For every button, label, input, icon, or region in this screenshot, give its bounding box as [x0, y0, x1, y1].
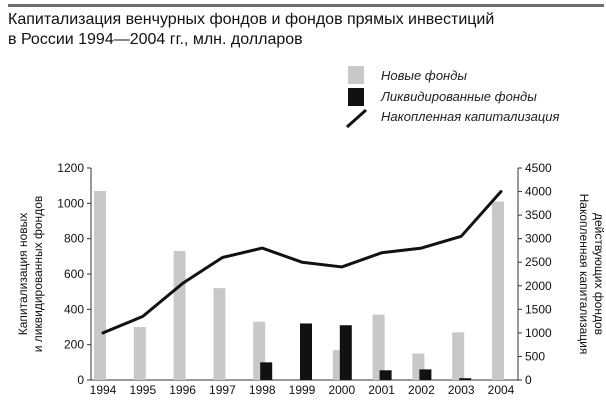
legend-swatch-liquidated-funds — [348, 88, 364, 106]
right-axis-tick-label: 1500 — [525, 302, 552, 316]
x-axis-tick-label: 2002 — [408, 383, 435, 397]
bar-liquidated-funds — [260, 362, 273, 380]
right-axis-tick-label: 500 — [525, 349, 545, 363]
x-axis-tick-label: 1999 — [289, 383, 316, 397]
right-axis-tick-label: 4500 — [525, 161, 552, 175]
bar-new-funds — [492, 201, 504, 380]
x-axis-tick-label: 1997 — [209, 383, 236, 397]
x-axis-tick-label: 1994 — [90, 383, 117, 397]
series-accumulated — [101, 190, 503, 335]
series-liquidated-funds — [260, 323, 472, 380]
legend-label-new-funds: Новые фонды — [381, 68, 467, 83]
bar-new-funds — [372, 314, 385, 380]
x-axis-tick-label: 2000 — [328, 383, 355, 397]
left-axis-tick-label: 600 — [64, 267, 84, 281]
x-axis-tick-label: 1998 — [249, 383, 276, 397]
left-axis-tick-label: 400 — [64, 302, 84, 316]
left-axis-tick-label: 200 — [64, 338, 84, 352]
right-axis-tick-label: 2000 — [525, 279, 552, 293]
legend: Новые фонды Ликвидированные фонды Накопл… — [345, 66, 560, 129]
legend-label-accumulated: Накопленная капитализация — [381, 109, 560, 124]
y-axis-right-label-line-2: действующих фондов — [592, 213, 606, 335]
legend-swatch-accumulated-line — [345, 108, 367, 129]
x-axis-tick-label: 2003 — [448, 383, 475, 397]
bar-new-funds — [452, 332, 465, 380]
y-axis-left-label-line-2: и ликвидированных фондов — [31, 196, 45, 352]
left-axis-tick-label: 1000 — [57, 196, 84, 210]
x-axis-tick-label: 1995 — [129, 383, 156, 397]
right-axis-tick-label: 3000 — [525, 232, 552, 246]
chart-title-line-2: в России 1994—2004 гг., млн. долларов — [8, 31, 303, 48]
right-axis-tick-label: 3500 — [525, 208, 552, 222]
x-axis-tick-label: 1996 — [169, 383, 196, 397]
bar-liquidated-funds — [459, 378, 472, 380]
left-axis-tick-label: 800 — [64, 232, 84, 246]
bar-new-funds — [173, 251, 186, 380]
left-axis-tick-label: 1200 — [57, 161, 84, 175]
legend-label-liquidated-funds: Ликвидированные фонды — [380, 89, 537, 104]
bar-new-funds — [133, 327, 146, 380]
chart-title: Капитализация венчурных фондов и фондов … — [8, 10, 494, 50]
chart-title-line-1: Капитализация венчурных фондов и фондов … — [8, 11, 495, 28]
left-axis-tick-label: 0 — [77, 373, 84, 387]
x-axis-ticks: 1994 1995 1996 1997 1998 1999 2000 2001 2002 2003… — [90, 383, 515, 397]
x-axis-tick-label: 2001 — [368, 383, 395, 397]
bar-liquidated-funds — [300, 323, 312, 380]
bar-liquidated-funds — [379, 370, 392, 380]
left-axis-ticks: 0 200 400 600 800 1000 1200 — [57, 161, 91, 387]
right-axis-tick-label: 1000 — [525, 326, 552, 340]
title-rule — [8, 4, 604, 7]
right-axis-tick-label: 2500 — [525, 255, 552, 269]
right-axis-tick-label: 4000 — [525, 185, 552, 199]
bar-liquidated-funds — [419, 369, 432, 380]
y-axis-left-label-line-1: Капитализация новых — [16, 213, 30, 336]
bar-liquidated-funds — [339, 325, 352, 380]
series-new-funds — [94, 190, 504, 380]
right-axis-ticks: 0 500 1000 1500 2000 2500 3000 3500 4000 4500 — [518, 161, 552, 387]
right-axis-tick-label: 0 — [525, 373, 532, 387]
accumulated-capitalization-line — [101, 190, 503, 335]
legend-swatch-new-funds — [348, 66, 364, 84]
bar-new-funds — [213, 288, 226, 380]
x-axis-tick-label: 2004 — [488, 383, 515, 397]
y-axis-right-label-line-1: Накопленная капитализация — [577, 194, 591, 355]
bar-new-funds — [94, 190, 106, 380]
